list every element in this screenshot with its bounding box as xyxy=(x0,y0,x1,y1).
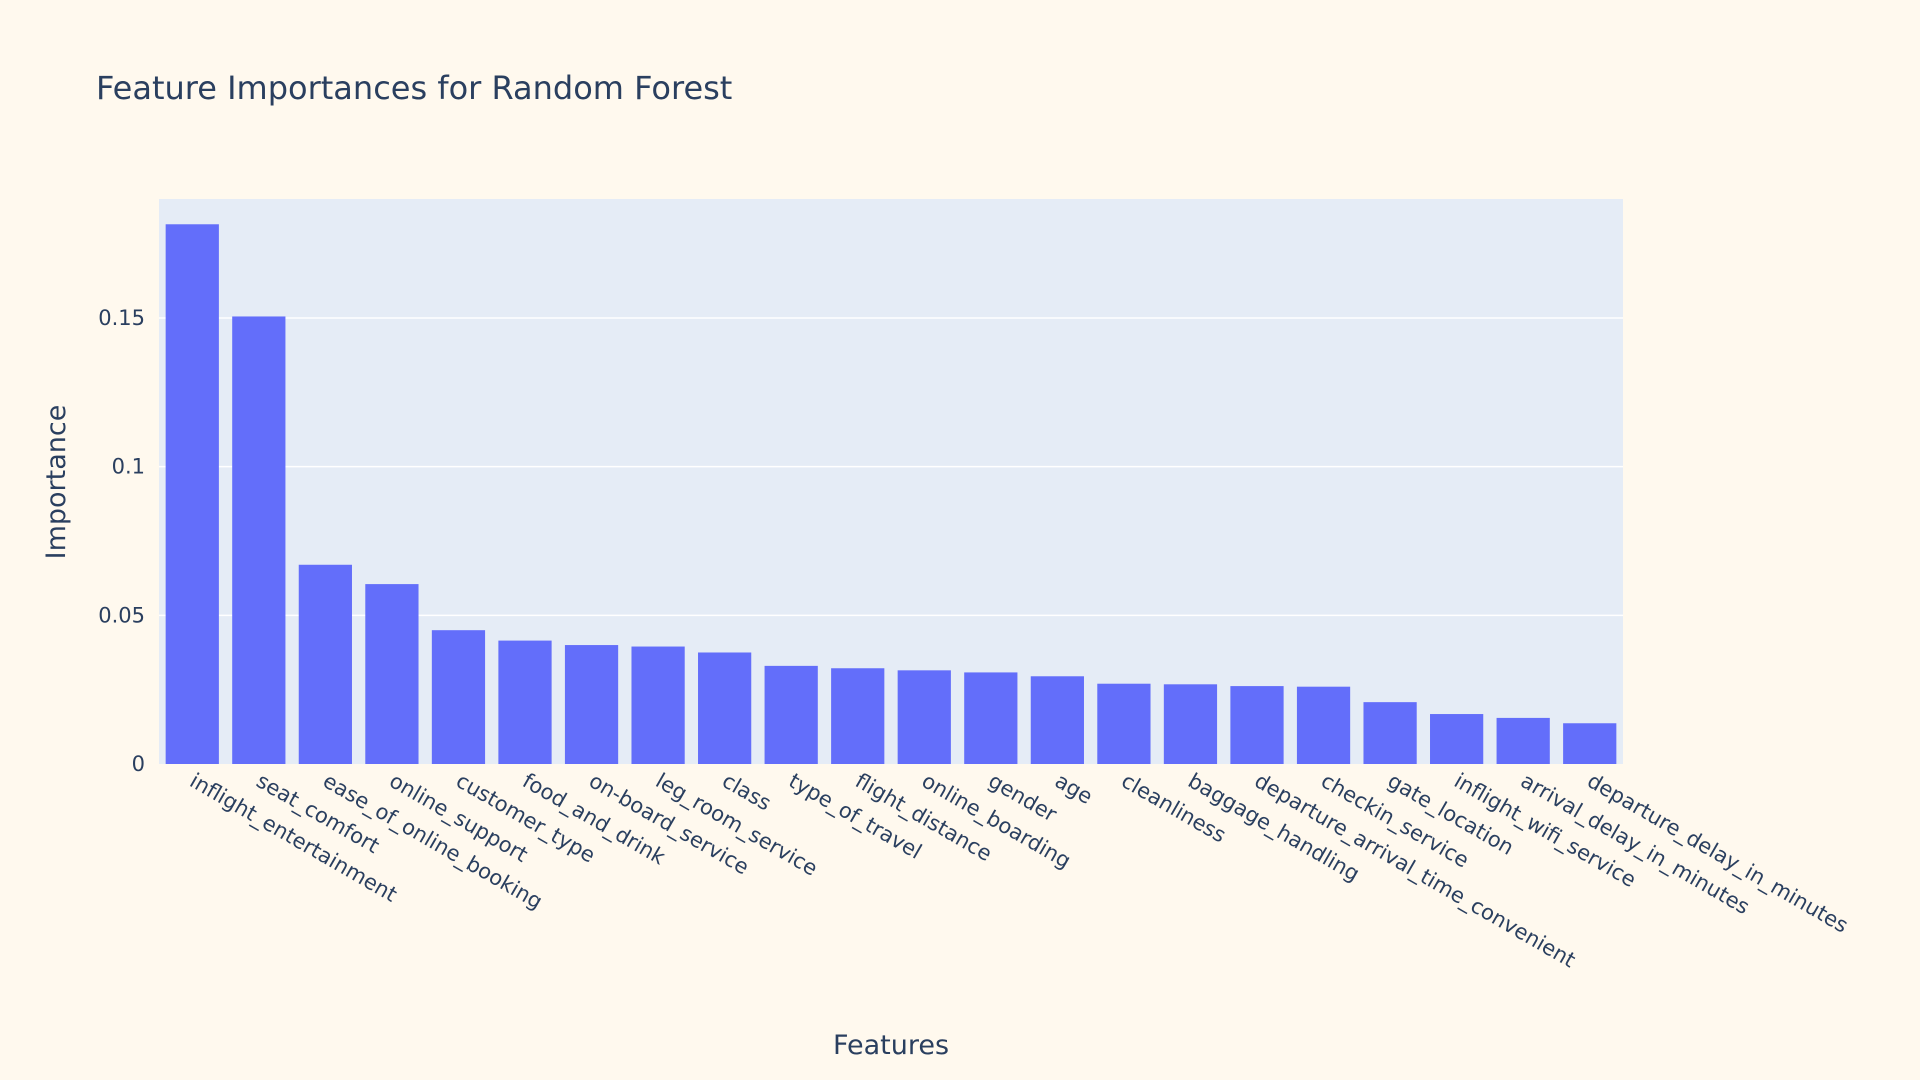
y-axis-ticks: 0 0.05 0.1 0.15 xyxy=(98,306,145,776)
bars xyxy=(165,224,1617,765)
bar xyxy=(1296,686,1351,764)
y-tick-label: 0.1 xyxy=(112,455,145,479)
bar xyxy=(298,564,352,764)
bar xyxy=(764,665,818,764)
bar xyxy=(1430,714,1484,764)
bar xyxy=(631,646,685,764)
x-axis-ticks: inflight_entertainmentseat_comfortease_o… xyxy=(185,769,1852,974)
bar xyxy=(232,316,286,764)
bar xyxy=(431,630,486,764)
x-tick-label: age xyxy=(1051,769,1097,809)
bar xyxy=(698,652,752,764)
bar xyxy=(831,668,885,764)
bar xyxy=(1563,723,1617,764)
y-tick-label: 0 xyxy=(132,752,145,776)
bar xyxy=(1163,684,1218,764)
bar xyxy=(564,645,619,764)
bar xyxy=(365,584,419,764)
bar xyxy=(1496,717,1550,764)
bar xyxy=(1097,683,1151,764)
bar xyxy=(1030,676,1084,764)
bar xyxy=(964,672,1018,764)
bar xyxy=(165,224,219,765)
bar xyxy=(498,640,552,764)
x-tick-label: departure_delay_in_minutes xyxy=(1583,769,1852,939)
y-tick-label: 0.15 xyxy=(98,306,145,330)
y-tick-label: 0.05 xyxy=(98,603,145,627)
chart-title: Feature Importances for Random Forest xyxy=(96,69,732,107)
x-axis-title: Features xyxy=(833,1030,949,1061)
bar xyxy=(1230,686,1284,764)
y-axis-title: Importance xyxy=(41,405,72,560)
bar xyxy=(897,670,951,764)
bar xyxy=(1363,702,1417,764)
